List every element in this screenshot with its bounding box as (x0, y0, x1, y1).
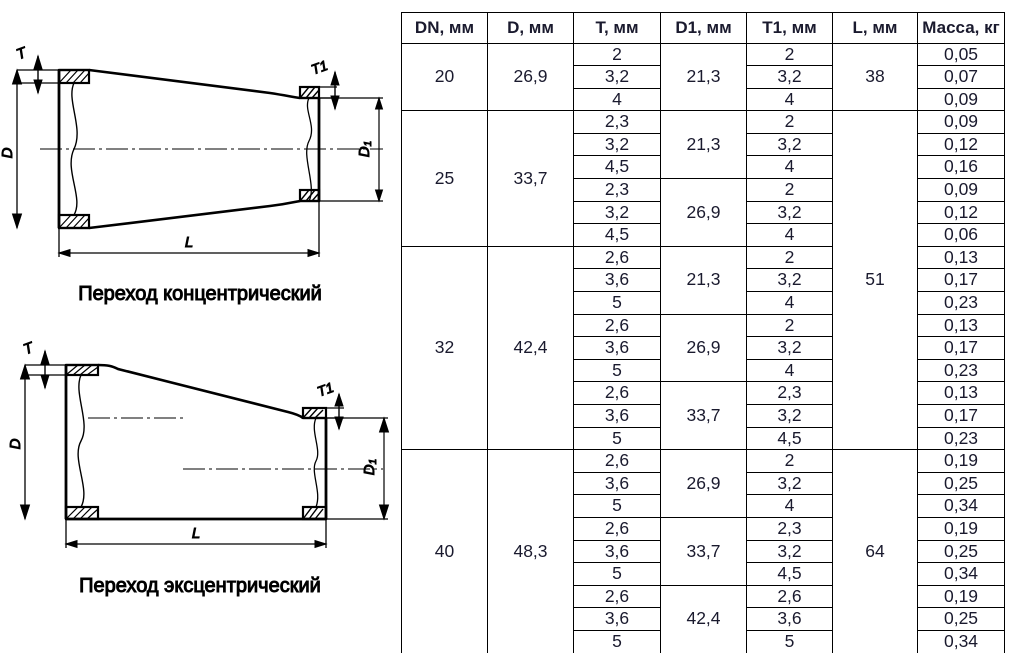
svg-text:T1: T1 (315, 379, 336, 400)
svg-text:D1: D1 (361, 459, 379, 475)
svg-text:Переход эксцентрический: Переход эксцентрический (79, 575, 321, 597)
svg-text:D: D (7, 438, 24, 449)
svg-text:T: T (14, 44, 30, 64)
svg-text:L: L (185, 234, 193, 251)
svg-text:T: T (21, 339, 37, 359)
svg-text:Переход концентрический: Переход концентрический (78, 283, 322, 305)
svg-text:D: D (0, 147, 16, 158)
svg-text:D1: D1 (356, 141, 374, 157)
svg-text:T1: T1 (309, 57, 330, 78)
svg-text:L: L (192, 525, 200, 542)
